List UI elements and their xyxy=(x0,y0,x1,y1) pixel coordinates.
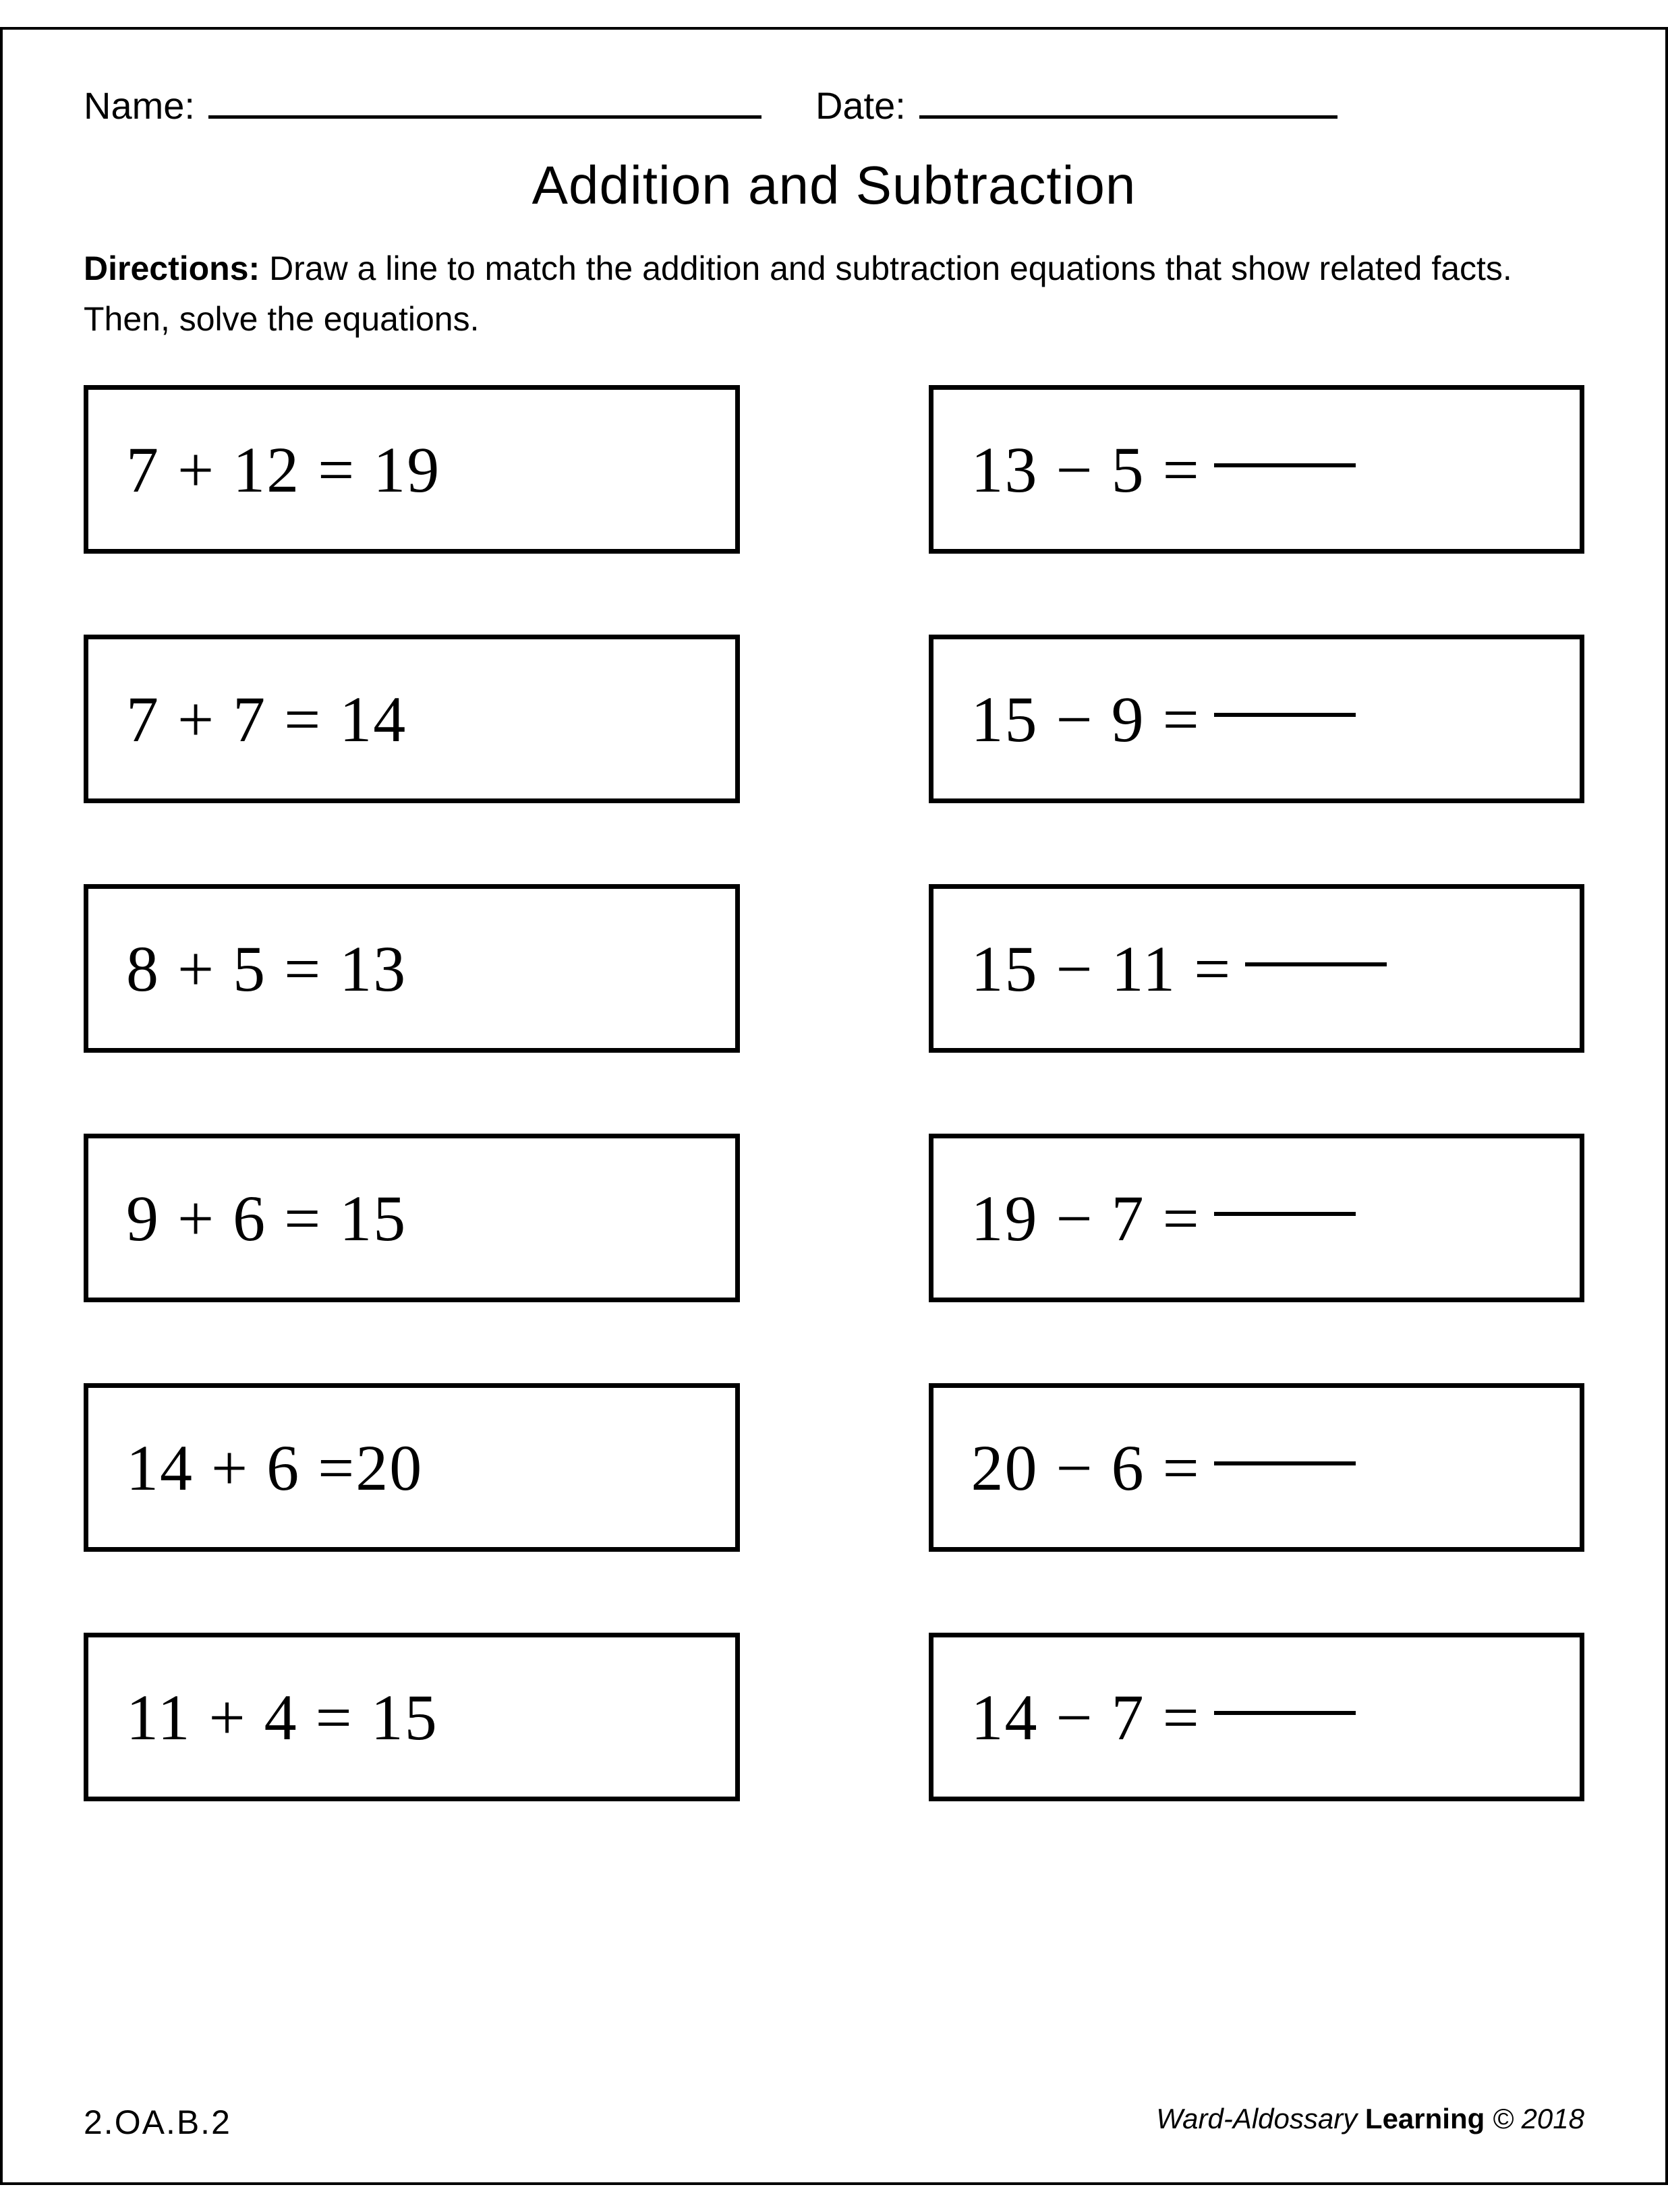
header-row: Name: Date: xyxy=(84,84,1584,127)
directions-text: Draw a line to match the addition and su… xyxy=(84,250,1512,338)
copyright-suffix: © 2018 xyxy=(1485,2103,1584,2134)
standard-code: 2.OA.B.2 xyxy=(84,2103,231,2142)
equation-text: 7 + 7 = 14 xyxy=(126,682,407,757)
date-label: Date: xyxy=(815,84,906,127)
copyright: Ward-Aldossary Learning © 2018 xyxy=(1156,2103,1584,2142)
name-label: Name: xyxy=(84,84,195,127)
equation-text: 8 + 5 = 13 xyxy=(126,931,407,1006)
equation-box-left: 8 + 5 = 13 xyxy=(84,884,740,1053)
equation-box-left: 7 + 7 = 14 xyxy=(84,635,740,803)
equation-box-right: 14 − 7 = xyxy=(929,1633,1585,1801)
date-input-line[interactable] xyxy=(919,115,1338,119)
equation-box-right: 15 − 11 = xyxy=(929,884,1585,1053)
answer-blank[interactable] xyxy=(1245,962,1387,966)
answer-blank[interactable] xyxy=(1214,1461,1356,1465)
equation-text: 15 − 9 = xyxy=(971,682,1201,757)
equation-text: 15 − 11 = xyxy=(971,931,1232,1006)
answer-blank[interactable] xyxy=(1214,1711,1356,1715)
equation-box-left: 11 + 4 = 15 xyxy=(84,1633,740,1801)
equation-box-right: 13 − 5 = xyxy=(929,385,1585,554)
directions-label: Directions: xyxy=(84,250,260,287)
equation-text: 19 − 7 = xyxy=(971,1181,1201,1256)
name-field: Name: xyxy=(84,84,761,127)
equation-box-right: 20 − 6 = xyxy=(929,1383,1585,1552)
directions: Directions: Draw a line to match the add… xyxy=(84,243,1584,345)
footer: 2.OA.B.2 Ward-Aldossary Learning © 2018 xyxy=(84,2103,1584,2142)
copyright-brand: Learning xyxy=(1365,2103,1485,2134)
answer-blank[interactable] xyxy=(1214,1212,1356,1216)
answer-blank[interactable] xyxy=(1214,463,1356,467)
equation-box-left: 9 + 6 = 15 xyxy=(84,1134,740,1302)
equation-text: 9 + 6 = 15 xyxy=(126,1181,407,1256)
equation-text: 20 − 6 = xyxy=(971,1430,1201,1505)
answer-blank[interactable] xyxy=(1214,713,1356,717)
equation-box-left: 14 + 6 =20 xyxy=(84,1383,740,1552)
equation-text: 14 + 6 =20 xyxy=(126,1430,423,1505)
date-field: Date: xyxy=(815,84,1338,127)
equation-text: 13 − 5 = xyxy=(971,432,1201,507)
equations-grid: 7 + 12 = 19 13 − 5 = 7 + 7 = 14 15 − 9 =… xyxy=(84,385,1584,1801)
worksheet-page: Name: Date: Addition and Subtraction Dir… xyxy=(0,27,1668,2185)
copyright-prefix: Ward-Aldossary xyxy=(1156,2103,1365,2134)
equation-text: 11 + 4 = 15 xyxy=(126,1680,438,1755)
equation-box-left: 7 + 12 = 19 xyxy=(84,385,740,554)
equation-text: 7 + 12 = 19 xyxy=(126,432,440,507)
equation-text: 14 − 7 = xyxy=(971,1680,1201,1755)
name-input-line[interactable] xyxy=(208,115,761,119)
worksheet-title: Addition and Subtraction xyxy=(84,154,1584,216)
equation-box-right: 19 − 7 = xyxy=(929,1134,1585,1302)
equation-box-right: 15 − 9 = xyxy=(929,635,1585,803)
